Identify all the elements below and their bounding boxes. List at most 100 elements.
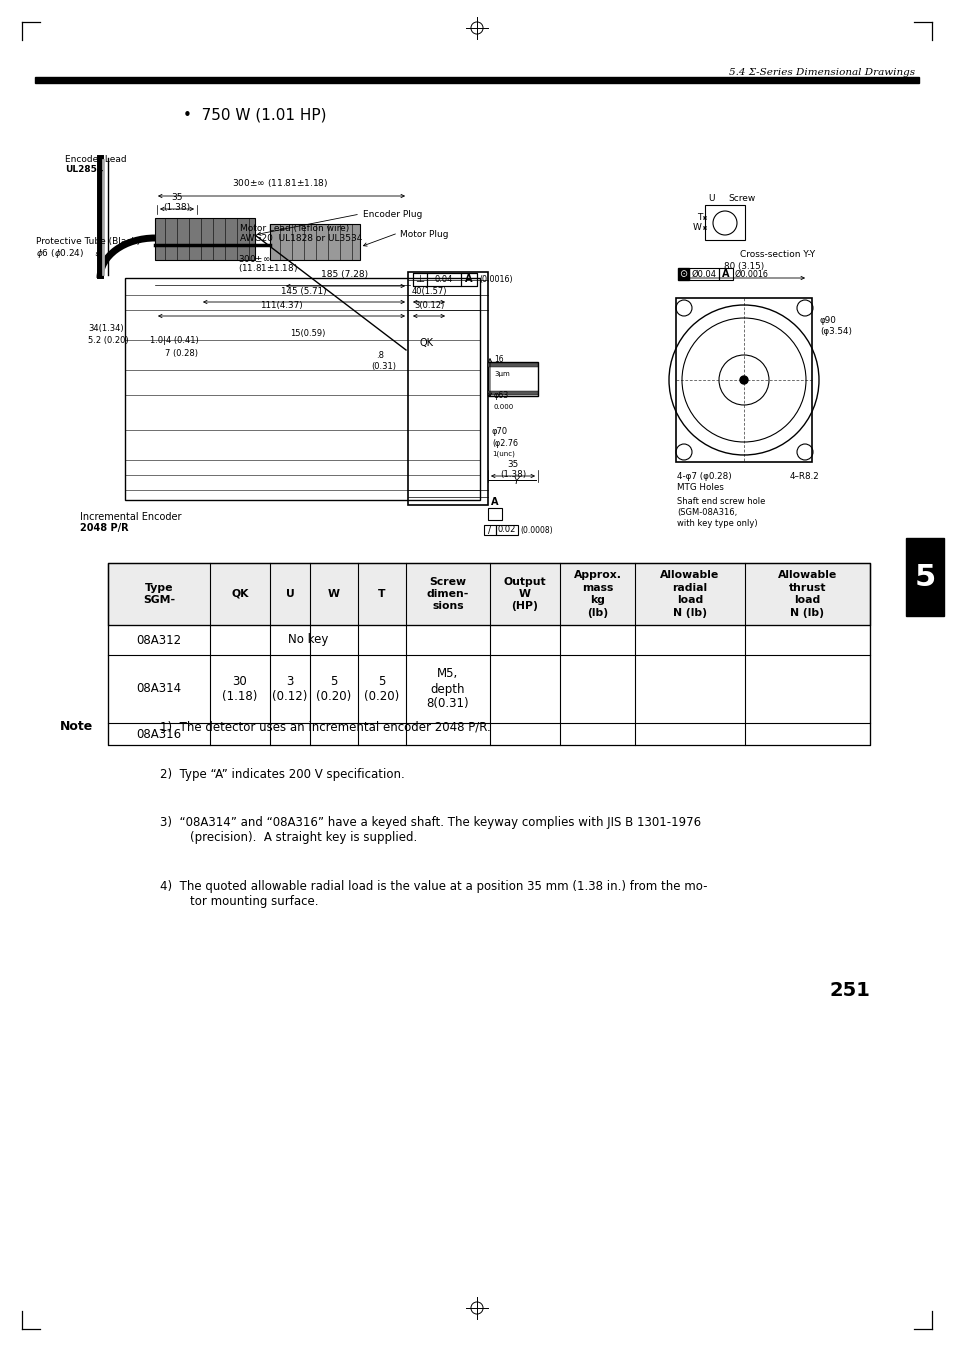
- Text: (0.0008): (0.0008): [519, 526, 552, 535]
- Text: W: W: [693, 223, 701, 232]
- Text: (1.38): (1.38): [163, 203, 191, 212]
- Bar: [688, 267, 719, 280]
- Text: 1)  The detector uses an incremental encoder 2048 P/R.: 1) The detector uses an incremental enco…: [160, 720, 490, 734]
- Text: 08A312: 08A312: [136, 634, 181, 647]
- Text: T: T: [377, 589, 385, 598]
- Text: 3(0.12): 3(0.12): [414, 301, 444, 309]
- Text: 16: 16: [494, 355, 503, 365]
- Text: Type
SGM-: Type SGM-: [143, 582, 175, 605]
- Text: 3μm: 3μm: [494, 372, 509, 377]
- Text: 185 (7.28): 185 (7.28): [321, 270, 368, 280]
- FancyBboxPatch shape: [677, 267, 689, 280]
- Bar: [125, 278, 479, 500]
- Text: Encoder Lead: Encoder Lead: [65, 155, 127, 163]
- Text: 35: 35: [507, 459, 518, 469]
- Text: (0.0016): (0.0016): [478, 276, 512, 284]
- Text: A: A: [721, 269, 729, 280]
- Text: /: /: [488, 526, 491, 535]
- Bar: [413, 273, 476, 286]
- Text: W: W: [328, 589, 339, 598]
- Circle shape: [740, 376, 747, 384]
- Text: 80 (3.15): 80 (3.15): [723, 262, 763, 272]
- Text: 40(1.57): 40(1.57): [411, 286, 446, 296]
- Text: φ90: φ90: [820, 316, 836, 326]
- Bar: [488, 390, 537, 394]
- Text: QK: QK: [231, 589, 249, 598]
- Text: No key: No key: [288, 634, 328, 647]
- Text: 35: 35: [172, 193, 183, 203]
- Text: 300$\pm\infty$ (11.81$\pm$1.18): 300$\pm\infty$ (11.81$\pm$1.18): [232, 177, 328, 189]
- Text: (0.31): (0.31): [371, 362, 395, 372]
- Text: 111(4.37): 111(4.37): [259, 301, 302, 309]
- Text: A: A: [465, 274, 473, 285]
- Text: 3)  “08A314” and “08A316” have a keyed shaft. The keyway complies with JIS B 130: 3) “08A314” and “08A316” have a keyed sh…: [160, 816, 700, 844]
- Text: 15(0.59): 15(0.59): [290, 330, 325, 338]
- Text: Cross-section Y-Y: Cross-section Y-Y: [740, 250, 814, 259]
- Bar: [108, 563, 869, 626]
- Text: 2048 P/R: 2048 P/R: [80, 523, 129, 534]
- Text: 5
(0.20): 5 (0.20): [316, 676, 352, 703]
- Text: 251: 251: [828, 981, 869, 1000]
- Text: T: T: [696, 213, 701, 223]
- Text: Allowable
thrust
load
N (lb): Allowable thrust load N (lb): [777, 570, 836, 617]
- Text: (φ3.54): (φ3.54): [820, 327, 851, 336]
- Text: 30
(1.18): 30 (1.18): [222, 676, 257, 703]
- Text: $\phi$6 ($\phi$0.24): $\phi$6 ($\phi$0.24): [36, 247, 84, 259]
- Text: 08A316: 08A316: [136, 727, 181, 740]
- Text: with key type only): with key type only): [677, 519, 757, 528]
- Text: 1.0|4 (0.41): 1.0|4 (0.41): [150, 336, 198, 345]
- Text: Motor Lead (Teflon wire): Motor Lead (Teflon wire): [240, 224, 349, 232]
- Text: 300$\pm\infty$: 300$\pm\infty$: [237, 253, 270, 263]
- Bar: [719, 267, 732, 280]
- Bar: [704, 205, 744, 240]
- Bar: [488, 508, 501, 520]
- Bar: [108, 563, 869, 744]
- Text: Approx.
mass
kg
(lb): Approx. mass kg (lb): [573, 570, 620, 617]
- Text: 0.02: 0.02: [497, 526, 516, 535]
- Text: Encoder Plug: Encoder Plug: [363, 209, 422, 219]
- Bar: [460, 273, 476, 286]
- Text: φ70: φ70: [492, 427, 508, 436]
- Bar: [413, 273, 427, 286]
- Text: QK: QK: [419, 338, 434, 349]
- Text: Screw
dimen-
sions: Screw dimen- sions: [426, 577, 469, 612]
- Bar: [154, 218, 254, 259]
- Text: (1.38): (1.38): [499, 470, 525, 480]
- Bar: [427, 273, 460, 286]
- Text: 4-φ7 (φ0.28): 4-φ7 (φ0.28): [677, 471, 731, 481]
- Text: Output
W
(HP): Output W (HP): [503, 577, 546, 612]
- Text: Y: Y: [513, 477, 518, 486]
- Text: (11.81$\pm$1.18): (11.81$\pm$1.18): [237, 262, 297, 274]
- Text: 7 (0.28): 7 (0.28): [165, 349, 198, 358]
- Bar: [35, 77, 918, 82]
- Text: .8: .8: [375, 351, 384, 359]
- Text: 145 (5.71): 145 (5.71): [281, 286, 327, 296]
- Text: Screw: Screw: [727, 195, 755, 203]
- Text: (SGM-08A316,: (SGM-08A316,: [677, 508, 737, 517]
- Bar: [676, 299, 811, 462]
- Text: Motor Plug: Motor Plug: [399, 230, 448, 239]
- Text: UL2854: UL2854: [65, 165, 103, 174]
- Text: •  750 W (1.01 HP): • 750 W (1.01 HP): [183, 108, 326, 123]
- Text: Protective Tube (Black): Protective Tube (Black): [36, 236, 140, 246]
- Text: (φ2.76: (φ2.76: [492, 439, 517, 449]
- Text: Shaft end screw hole: Shaft end screw hole: [677, 497, 764, 507]
- Text: 0.04: 0.04: [435, 276, 453, 284]
- Text: ⊥: ⊥: [416, 274, 424, 285]
- Text: A: A: [491, 497, 498, 507]
- Text: M5,
depth
8(0.31): M5, depth 8(0.31): [426, 667, 469, 711]
- Text: U: U: [285, 589, 294, 598]
- Text: 34(1.34): 34(1.34): [88, 324, 124, 332]
- Text: 08A314: 08A314: [136, 682, 181, 696]
- Text: 0.000: 0.000: [494, 404, 514, 409]
- Bar: [483, 526, 496, 535]
- Text: AWG20  UL1828 or UL3534: AWG20 UL1828 or UL3534: [240, 234, 362, 243]
- Text: Note: Note: [60, 720, 93, 734]
- Bar: [270, 224, 359, 259]
- Bar: [488, 362, 537, 396]
- Text: MTG Holes: MTG Holes: [677, 484, 723, 492]
- Text: 5.2 (0.20): 5.2 (0.20): [88, 336, 129, 345]
- Text: Incremental Encoder: Incremental Encoder: [80, 512, 181, 521]
- Text: 1(unc): 1(unc): [492, 451, 515, 457]
- Text: 3
(0.12): 3 (0.12): [272, 676, 308, 703]
